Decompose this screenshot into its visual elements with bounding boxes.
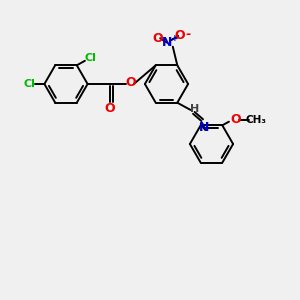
Text: -: - bbox=[185, 28, 190, 40]
Text: O: O bbox=[125, 76, 136, 89]
Text: CH₃: CH₃ bbox=[246, 115, 267, 125]
Text: O: O bbox=[174, 29, 185, 42]
Text: O: O bbox=[230, 113, 241, 126]
Text: N: N bbox=[162, 36, 172, 49]
Text: +: + bbox=[171, 34, 178, 43]
Text: H: H bbox=[190, 104, 199, 114]
Text: N: N bbox=[199, 121, 209, 134]
Text: Cl: Cl bbox=[84, 53, 96, 63]
Text: Cl: Cl bbox=[23, 79, 35, 89]
Text: O: O bbox=[152, 32, 163, 45]
Text: O: O bbox=[105, 102, 116, 116]
